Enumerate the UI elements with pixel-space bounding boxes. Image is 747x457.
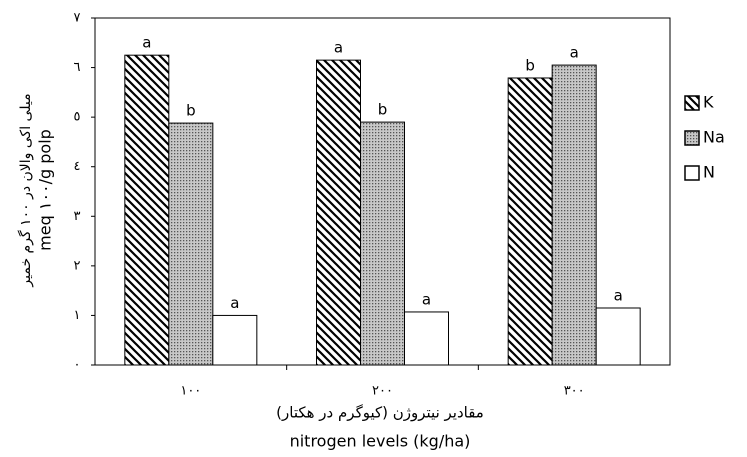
- bar-letter: a: [334, 39, 343, 57]
- bar-letter: a: [614, 286, 623, 304]
- y-tick-label: ٤: [74, 159, 81, 174]
- bar: [595, 307, 641, 366]
- bar-letter: b: [525, 56, 535, 74]
- legend-swatch: [684, 130, 700, 146]
- x-tick-label: ١٠٠: [180, 384, 201, 399]
- bar: [551, 64, 597, 366]
- bar: [360, 121, 405, 366]
- y-tick-label: ١: [74, 308, 81, 323]
- x-axis-label: nitrogen levels (kg/ha): [290, 432, 471, 451]
- x-tick-label: ٣٠٠: [564, 384, 585, 399]
- bar-letter: a: [422, 290, 431, 308]
- bar: [404, 311, 449, 366]
- bar-letter: a: [230, 294, 239, 312]
- bar-letter: b: [186, 102, 196, 120]
- y-axis-label: میلی اکی والان در ۱۰۰ گرم خمیر: [17, 93, 34, 287]
- y-tick-label: ٧: [74, 11, 81, 26]
- bar-letter: a: [142, 34, 151, 52]
- y-axis-label: meq ۱۰۰/g polp: [36, 129, 55, 251]
- x-tick-label: ٢٠٠: [372, 384, 393, 399]
- x-axis-label: مقادیر نیتروژن (کیوگرم در هکتار): [276, 404, 484, 422]
- bar-letter: a: [570, 44, 579, 62]
- bar: [124, 54, 170, 366]
- y-tick-label: ٢: [74, 258, 81, 273]
- legend-label: N: [703, 163, 715, 182]
- y-tick-label: ٣: [74, 209, 81, 224]
- legend-swatch: [684, 95, 700, 111]
- legend-swatch: [684, 165, 700, 181]
- bar-letter: b: [378, 101, 388, 119]
- y-tick-label: ٦: [74, 60, 81, 75]
- bar: [168, 122, 214, 366]
- y-tick-label: ٥: [74, 110, 81, 125]
- legend-label: K: [703, 93, 714, 112]
- legend-label: Na: [703, 128, 725, 147]
- bar: [507, 77, 553, 366]
- bar: [212, 314, 258, 366]
- y-tick-label: ٠: [74, 358, 81, 373]
- bar: [316, 59, 361, 366]
